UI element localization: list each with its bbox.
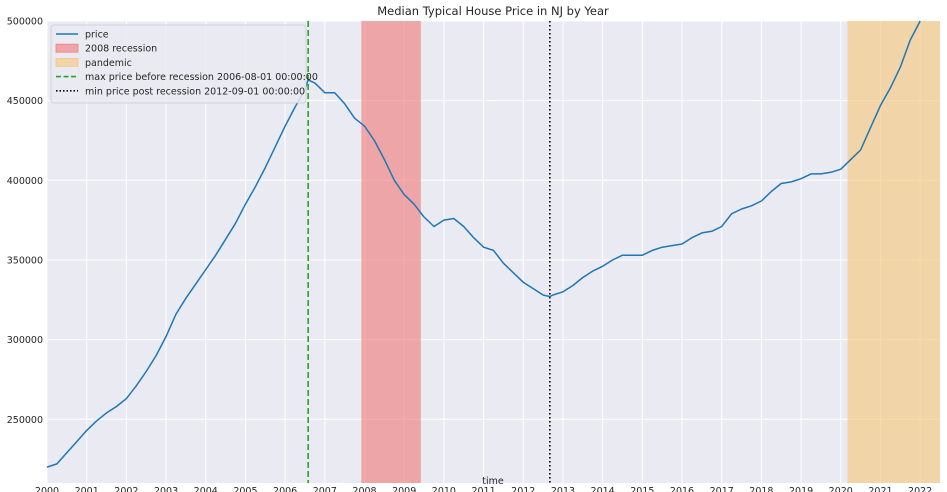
y-tick-label: 400000 xyxy=(7,176,43,187)
x-tick-label: 2022 xyxy=(908,486,932,492)
legend: price 2008 recession pandemic max price bef… xyxy=(50,24,318,104)
shaded-spans xyxy=(361,21,940,483)
x-tick-label: 2016 xyxy=(670,486,694,492)
x-tick-label: 2013 xyxy=(551,486,575,492)
legend-swatch xyxy=(55,43,79,53)
legend-label: price xyxy=(85,30,109,41)
x-tick-label: 2020 xyxy=(829,486,853,492)
x-tick-label: 2010 xyxy=(432,486,456,492)
x-tick-label: 2004 xyxy=(194,486,218,492)
chart-title: Median Typical House Price in NJ by Year xyxy=(377,4,609,18)
legend-swatch xyxy=(55,58,79,67)
legend-label: 2008 recession xyxy=(85,44,157,55)
legend-label: pandemic xyxy=(85,58,132,69)
y-tick-labels: 250000 300000 350000 400000 450000 500000 xyxy=(7,17,43,426)
span-pandemic xyxy=(847,21,940,483)
y-tick-label: 450000 xyxy=(7,96,43,107)
x-tick-labels: 2000 2001 2002 2003 2004 2005 2006 2007 2008 2009… xyxy=(35,486,932,492)
x-tick-label: 2017 xyxy=(710,486,734,492)
x-tick-label: 2011 xyxy=(471,486,495,492)
x-tick-label: 2001 xyxy=(75,486,99,492)
x-tick-label: 2021 xyxy=(868,486,892,492)
x-tick-label: 2000 xyxy=(35,486,59,492)
x-tick-label: 2019 xyxy=(789,486,813,492)
x-tick-label: 2012 xyxy=(511,486,535,492)
x-tick-label: 2003 xyxy=(154,486,178,492)
y-tick-label: 250000 xyxy=(7,415,43,426)
x-tick-label: 2007 xyxy=(313,486,337,492)
x-axis-label: time xyxy=(482,476,504,487)
y-tick-label: 500000 xyxy=(7,17,43,28)
legend-label: max price before recession 2006-08-01 00… xyxy=(85,72,318,83)
series-lines xyxy=(46,20,921,468)
x-tick-label: 2014 xyxy=(591,486,615,492)
x-tick-label: 2015 xyxy=(630,486,654,492)
x-tick-label: 2005 xyxy=(233,486,257,492)
x-tick-label: 2009 xyxy=(392,486,416,492)
y-tick-label: 300000 xyxy=(7,335,43,346)
span-2008-recession xyxy=(361,21,421,483)
reference-lines xyxy=(307,21,551,483)
x-tick-label: 2002 xyxy=(114,486,138,492)
y-tick-label: 350000 xyxy=(7,255,43,266)
series-line-0 xyxy=(46,20,921,468)
legend-label: min price post recession 2012-09-01 00:0… xyxy=(85,86,305,97)
x-tick-label: 2018 xyxy=(749,486,773,492)
x-tick-label: 2008 xyxy=(352,486,376,492)
x-tick-label: 2006 xyxy=(273,486,297,492)
legend-box xyxy=(50,24,307,104)
